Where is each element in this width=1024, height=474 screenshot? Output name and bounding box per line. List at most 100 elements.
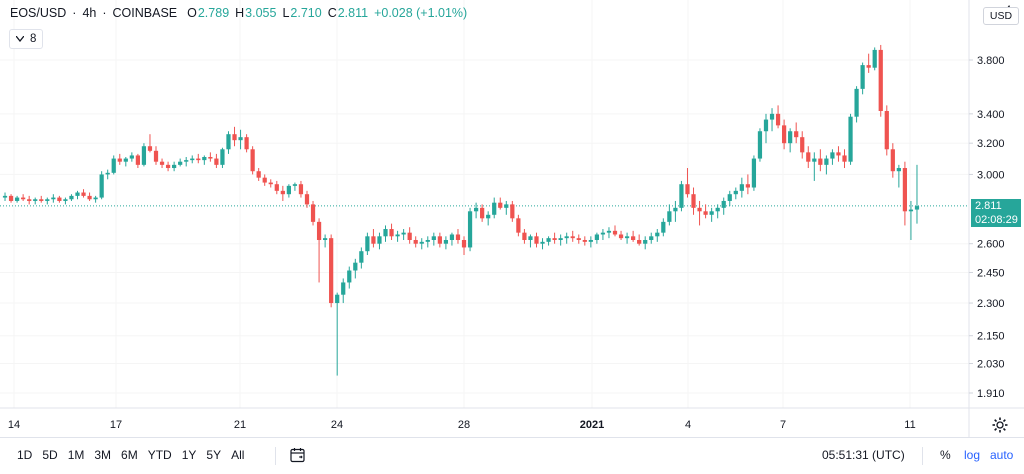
- candle-body: [419, 241, 424, 244]
- candle-body: [262, 177, 267, 183]
- candle: [87, 192, 92, 201]
- candle-body: [322, 238, 328, 240]
- candle-body: [87, 195, 92, 200]
- candle: [473, 202, 479, 219]
- candle-body: [788, 131, 793, 144]
- candle: [461, 236, 467, 256]
- candle: [184, 156, 189, 167]
- candle-body: [890, 149, 895, 172]
- range-1y[interactable]: 1Y: [181, 448, 197, 462]
- candle: [884, 105, 889, 156]
- percent-toggle[interactable]: %: [940, 448, 951, 462]
- range-all[interactable]: All: [231, 448, 245, 462]
- candle: [141, 143, 147, 167]
- candle: [570, 230, 575, 242]
- price-tick-label: 2.300: [977, 298, 1005, 310]
- candle-body: [286, 185, 291, 195]
- utc-clock[interactable]: 05:51:31 (UTC): [822, 448, 905, 462]
- candle-body: [232, 134, 237, 141]
- candle: [129, 152, 134, 162]
- indicators-toggle[interactable]: 8: [9, 29, 44, 49]
- range-1d[interactable]: 1D: [17, 448, 33, 462]
- candle-body: [220, 149, 225, 165]
- candle: [703, 204, 708, 219]
- candle-body: [274, 184, 279, 191]
- candle-body: [117, 158, 122, 162]
- candle: [329, 234, 334, 308]
- range-6m[interactable]: 6M: [121, 448, 138, 462]
- candle-body: [99, 174, 104, 198]
- candle-body: [775, 113, 781, 126]
- candle-body: [866, 65, 871, 68]
- candle: [45, 197, 50, 205]
- candle: [612, 225, 618, 237]
- range-1m[interactable]: 1M: [67, 448, 85, 462]
- candles: [2, 44, 920, 376]
- calendar-goto-icon[interactable]: [289, 446, 307, 464]
- candle-body: [316, 221, 322, 240]
- candle: [274, 180, 279, 195]
- candle-body: [21, 197, 26, 200]
- candle: [21, 194, 26, 201]
- candle: [854, 86, 859, 123]
- currency-button[interactable]: USD: [983, 7, 1019, 25]
- candle: [51, 194, 56, 203]
- candle-body: [8, 195, 14, 201]
- candle-body: [637, 239, 642, 244]
- candle-body: [395, 234, 400, 237]
- candle-body: [141, 146, 147, 165]
- candle-body: [564, 236, 569, 239]
- candle-body: [39, 199, 44, 201]
- interval-label[interactable]: 4h: [82, 6, 97, 20]
- price-tick-label: 3.000: [977, 169, 1005, 181]
- candle: [781, 119, 787, 150]
- ohlc-close: C2.811: [328, 6, 368, 20]
- chart-canvas[interactable]: 3.800 3.400 3.200 3.000 2.600 2.450 2.300 2.150…: [0, 0, 1024, 437]
- candle-body: [93, 197, 98, 200]
- auto-toggle[interactable]: auto: [990, 448, 1014, 462]
- candle: [637, 234, 642, 246]
- range-3m[interactable]: 3M: [94, 448, 112, 462]
- time-axis[interactable]: 14 17 21 24 28 2021 4 7 11: [8, 419, 916, 431]
- price-tick-label: 2.600: [977, 239, 1005, 251]
- time-tick-label: 28: [458, 419, 470, 431]
- range-5d[interactable]: 5D: [42, 448, 58, 462]
- candle-body: [184, 160, 189, 162]
- candle-body: [147, 146, 153, 151]
- candle-body: [413, 239, 418, 244]
- candle: [467, 207, 473, 252]
- candle-body: [298, 184, 304, 195]
- candle-body: [612, 230, 618, 235]
- candle: [81, 189, 86, 198]
- price-axis[interactable]: 3.800 3.400 3.200 3.000 2.600 2.450 2.300 2.150…: [969, 55, 1005, 400]
- candle: [890, 143, 895, 178]
- log-toggle[interactable]: log: [964, 448, 981, 462]
- candle: [27, 195, 32, 205]
- settings-gear-icon[interactable]: [991, 416, 1009, 434]
- symbol-separator: ·: [102, 6, 107, 20]
- candle: [220, 147, 225, 169]
- candle: [763, 113, 769, 144]
- candle: [178, 158, 183, 167]
- candle: [57, 195, 62, 203]
- range-ytd[interactable]: YTD: [147, 448, 172, 462]
- candle: [135, 153, 141, 169]
- candle-body: [292, 184, 298, 186]
- time-tick-label: 14: [8, 419, 20, 431]
- range-5y[interactable]: 5Y: [206, 448, 222, 462]
- candle: [788, 128, 793, 153]
- candle-body: [480, 207, 485, 219]
- candle-body: [878, 49, 883, 112]
- candle: [431, 232, 436, 246]
- candle: [727, 190, 732, 207]
- candle: [806, 146, 811, 169]
- candle: [902, 161, 908, 226]
- candle: [769, 108, 775, 132]
- candle-body: [377, 236, 382, 244]
- toolbar-divider: [275, 447, 276, 465]
- candle: [298, 180, 304, 198]
- candle-body: [165, 164, 171, 169]
- symbol-name[interactable]: EOS/USD: [10, 6, 67, 20]
- exchange-label: COINBASE: [112, 6, 178, 20]
- candle-body: [516, 218, 521, 233]
